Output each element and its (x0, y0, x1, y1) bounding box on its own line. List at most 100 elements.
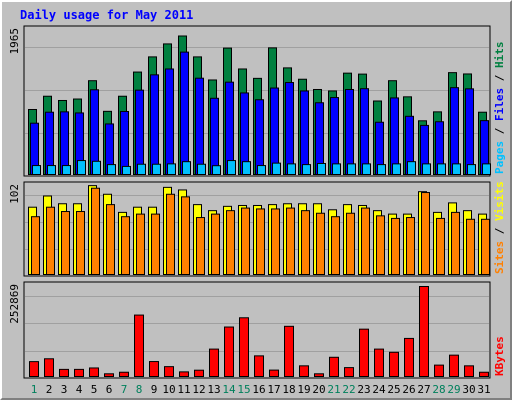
files-bar (300, 90, 309, 175)
files-bar (255, 99, 264, 175)
files-bar (150, 74, 159, 175)
kbytes-bar (194, 369, 204, 377)
series-label-group: KBytes (493, 336, 506, 376)
pages-bar (332, 163, 341, 175)
sites-bar (316, 212, 325, 276)
pages-bar (287, 163, 296, 175)
files-bar (450, 87, 459, 175)
sites-bar (271, 208, 280, 275)
kbytes-bar (74, 368, 84, 377)
pages-bar (212, 165, 221, 175)
sites-bar (121, 216, 130, 275)
sites-bar (106, 204, 115, 275)
series-label-group: Pages / Files / Hits (493, 42, 506, 175)
kbytes-bar (284, 325, 294, 378)
x-tick-label: 31 (477, 383, 490, 396)
series-label-separator: / (493, 121, 506, 141)
files-bar (465, 88, 474, 175)
files-bar (210, 97, 219, 175)
files-bar (270, 87, 279, 175)
pages-bar (92, 160, 101, 175)
sites-bar (391, 217, 400, 275)
sites-bar (181, 196, 190, 275)
x-tick-label: 27 (417, 383, 430, 396)
pages-bar (467, 164, 476, 176)
sites-bar (421, 192, 430, 275)
pages-bar (452, 163, 461, 175)
pages-bar (272, 162, 281, 175)
kbytes-bar (419, 286, 429, 377)
files-bar (165, 68, 174, 175)
sites-bar (361, 207, 370, 276)
sites-bar (451, 211, 460, 275)
pages-bar (362, 163, 371, 175)
files-bar (390, 97, 399, 175)
x-tick-label: 10 (162, 383, 175, 396)
sites-bar (481, 218, 490, 276)
kbytes-bar (374, 348, 384, 378)
x-tick-label: 22 (342, 383, 355, 396)
x-tick-label: 7 (121, 383, 128, 396)
kbytes-bar (29, 361, 39, 378)
kbytes-bar (329, 356, 339, 377)
x-tick-label: 6 (106, 383, 113, 396)
kbytes-bar (314, 373, 324, 378)
files-bar (330, 97, 339, 175)
kbytes-bar (134, 314, 144, 377)
x-tick-label: 19 (297, 383, 310, 396)
x-tick-label: 16 (252, 383, 265, 396)
kbytes-bar (239, 317, 249, 377)
sites-bar (286, 207, 295, 276)
sites-bar (226, 210, 235, 275)
sites-bar (31, 216, 40, 275)
x-tick-label: 26 (402, 383, 415, 396)
files-bar (285, 82, 294, 175)
sites-bar (211, 213, 220, 276)
x-tick-label: 4 (76, 383, 83, 396)
sites-bar (256, 208, 265, 275)
kbytes-bar (299, 365, 309, 378)
pages-bar (257, 165, 266, 175)
x-tick-label: 24 (372, 383, 386, 396)
pages-bar (422, 163, 431, 175)
pages-bar (32, 165, 41, 175)
x-tick-label: 14 (222, 383, 236, 396)
kbytes-bar (269, 369, 279, 377)
sites-bar (76, 211, 85, 275)
sites-bar (406, 217, 415, 275)
x-tick-label: 17 (267, 383, 280, 396)
x-tick-label: 23 (357, 383, 370, 396)
kbytes-bar (464, 365, 474, 378)
series-label-group: Sites / Visits (493, 181, 506, 274)
kbytes-bar (404, 337, 414, 378)
files-bar (345, 88, 354, 175)
kbytes-bar (209, 348, 219, 378)
sites-bar (46, 206, 55, 276)
kbytes-bar (449, 354, 459, 378)
series-label: Pages (493, 141, 506, 174)
x-tick-label: 25 (387, 383, 400, 396)
pages-bar (317, 163, 326, 175)
x-tick-label: 3 (61, 383, 68, 396)
pages-bar (107, 164, 116, 176)
sites-bar (466, 218, 475, 276)
series-label: Sites (493, 241, 506, 274)
sites-bar (301, 210, 310, 275)
sites-bar (136, 213, 145, 276)
x-tick-label: 21 (327, 383, 340, 396)
files-bar (135, 89, 144, 175)
sites-bar (151, 213, 160, 276)
pages-bar (347, 163, 356, 175)
pages-bar (77, 160, 86, 176)
files-bar (195, 77, 204, 175)
series-label: Visits (493, 181, 506, 221)
sites-bar (346, 212, 355, 276)
pages-bar (302, 164, 311, 176)
kbytes-bar (179, 371, 189, 378)
series-label: Files (493, 88, 506, 121)
y-max-label: 252869 (8, 284, 21, 324)
x-tick-label: 20 (312, 383, 325, 396)
kbytes-bar (149, 361, 159, 377)
pages-bar (152, 163, 161, 176)
